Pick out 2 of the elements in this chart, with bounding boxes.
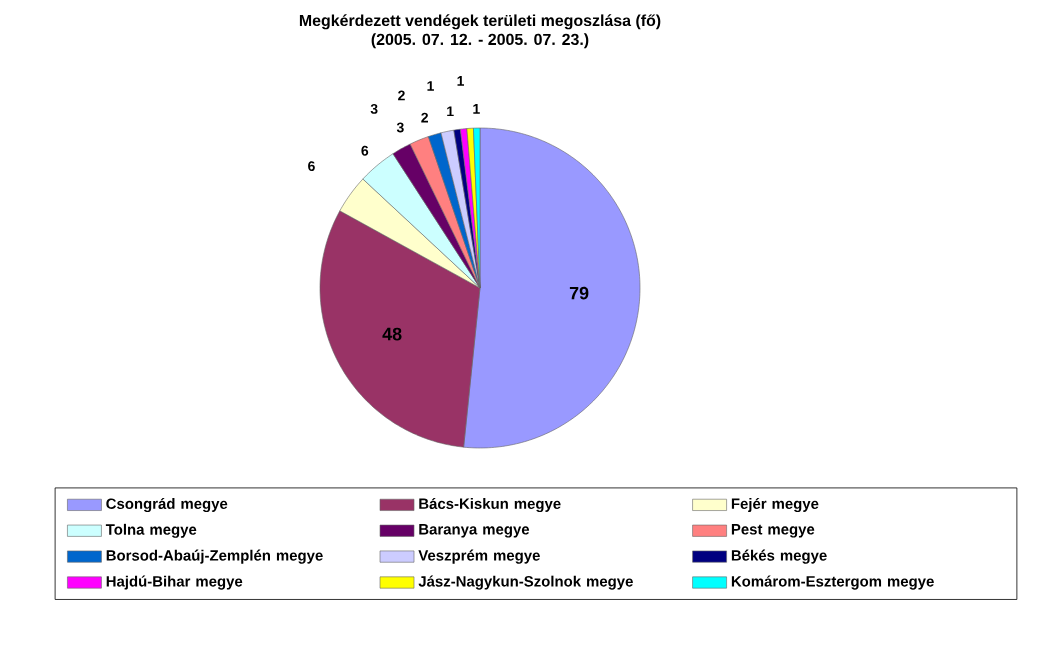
data-label: 79	[569, 286, 589, 300]
data-label: 48	[382, 327, 402, 341]
